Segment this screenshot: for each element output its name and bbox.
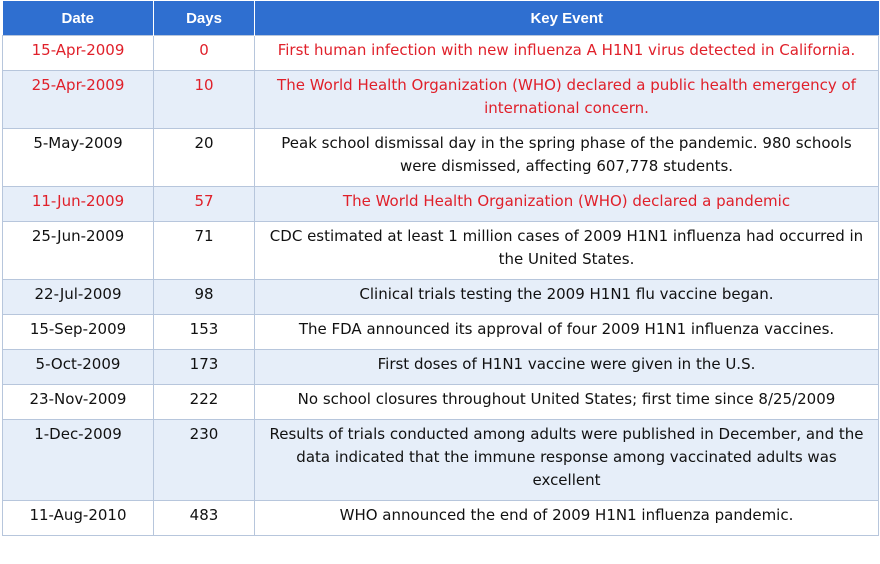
days-cell: 10 bbox=[153, 70, 255, 129]
event-cell: First human infection with new influenza… bbox=[254, 35, 879, 71]
table-body: 15-Apr-2009 0 First human infection with… bbox=[2, 35, 879, 536]
date-cell: 11-Aug-2010 bbox=[2, 500, 154, 536]
table-header: Date Days Key Event bbox=[2, 1, 879, 36]
date-cell: 25-Apr-2009 bbox=[2, 70, 154, 129]
event-cell: The World Health Organization (WHO) decl… bbox=[254, 186, 879, 222]
table-row: 1-Dec-2009 230 Results of trials conduct… bbox=[2, 419, 879, 501]
date-cell: 15-Apr-2009 bbox=[2, 35, 154, 71]
date-cell: 1-Dec-2009 bbox=[2, 419, 154, 501]
column-header-date: Date bbox=[2, 1, 154, 36]
days-cell: 230 bbox=[153, 419, 255, 501]
event-cell: CDC estimated at least 1 million cases o… bbox=[254, 221, 879, 280]
date-cell: 22-Jul-2009 bbox=[2, 279, 154, 315]
days-cell: 153 bbox=[153, 314, 255, 350]
table-row: 23-Nov-2009 222 No school closures throu… bbox=[2, 384, 879, 420]
event-cell: Clinical trials testing the 2009 H1N1 fl… bbox=[254, 279, 879, 315]
days-cell: 222 bbox=[153, 384, 255, 420]
event-cell: No school closures throughout United Sta… bbox=[254, 384, 879, 420]
date-cell: 25-Jun-2009 bbox=[2, 221, 154, 280]
event-cell: The World Health Organization (WHO) decl… bbox=[254, 70, 879, 129]
event-cell: The FDA announced its approval of four 2… bbox=[254, 314, 879, 350]
column-header-key-event: Key Event bbox=[254, 1, 879, 36]
table-row: 15-Sep-2009 153 The FDA announced its ap… bbox=[2, 314, 879, 350]
header-row: Date Days Key Event bbox=[2, 1, 879, 36]
table-row: 25-Apr-2009 10 The World Health Organiza… bbox=[2, 70, 879, 129]
days-cell: 173 bbox=[153, 349, 255, 385]
h1n1-timeline-table: Date Days Key Event 15-Apr-2009 0 First … bbox=[2, 1, 879, 536]
days-cell: 20 bbox=[153, 128, 255, 187]
days-cell: 483 bbox=[153, 500, 255, 536]
table-row: 5-Oct-2009 173 First doses of H1N1 vacci… bbox=[2, 349, 879, 385]
date-cell: 23-Nov-2009 bbox=[2, 384, 154, 420]
date-cell: 5-May-2009 bbox=[2, 128, 154, 187]
table-row: 11-Aug-2010 483 WHO announced the end of… bbox=[2, 500, 879, 536]
date-cell: 15-Sep-2009 bbox=[2, 314, 154, 350]
table-row: 15-Apr-2009 0 First human infection with… bbox=[2, 35, 879, 71]
table-row: 22-Jul-2009 98 Clinical trials testing t… bbox=[2, 279, 879, 315]
event-cell: First doses of H1N1 vaccine were given i… bbox=[254, 349, 879, 385]
column-header-days: Days bbox=[153, 1, 255, 36]
table-row: 11-Jun-2009 57 The World Health Organiza… bbox=[2, 186, 879, 222]
days-cell: 0 bbox=[153, 35, 255, 71]
days-cell: 98 bbox=[153, 279, 255, 315]
event-cell: Results of trials conducted among adults… bbox=[254, 419, 879, 501]
table-row: 25-Jun-2009 71 CDC estimated at least 1 … bbox=[2, 221, 879, 280]
event-cell: Peak school dismissal day in the spring … bbox=[254, 128, 879, 187]
event-cell: WHO announced the end of 2009 H1N1 influ… bbox=[254, 500, 879, 536]
days-cell: 71 bbox=[153, 221, 255, 280]
date-cell: 11-Jun-2009 bbox=[2, 186, 154, 222]
date-cell: 5-Oct-2009 bbox=[2, 349, 154, 385]
table-row: 5-May-2009 20 Peak school dismissal day … bbox=[2, 128, 879, 187]
days-cell: 57 bbox=[153, 186, 255, 222]
